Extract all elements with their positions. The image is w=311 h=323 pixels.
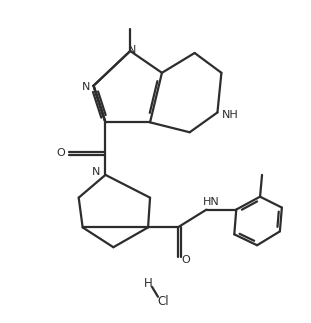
Text: N: N [92, 167, 101, 177]
Text: NH: NH [222, 110, 239, 120]
Text: O: O [57, 148, 65, 158]
Text: N: N [81, 82, 90, 92]
Text: Cl: Cl [157, 295, 169, 308]
Text: O: O [181, 255, 190, 265]
Text: HN: HN [203, 197, 220, 207]
Text: H: H [144, 277, 152, 290]
Text: N: N [128, 45, 137, 55]
